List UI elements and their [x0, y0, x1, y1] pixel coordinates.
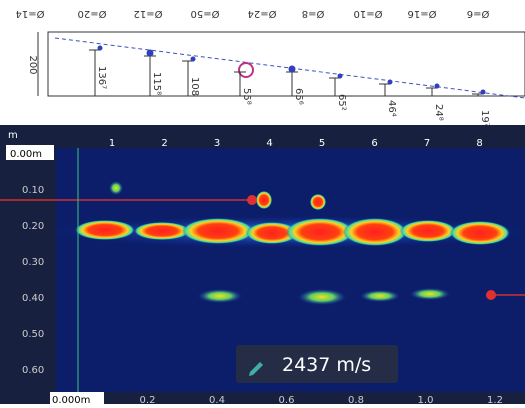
pointer-dot [486, 290, 496, 300]
velocity-box[interactable] [236, 345, 398, 383]
diameter-label: Ø=6 [467, 8, 490, 20]
depth-label: 65² [336, 94, 347, 111]
depth-label: 0.40 [22, 293, 44, 304]
distance-label: 0.2 [140, 395, 156, 404]
reflection [298, 289, 346, 305]
pointer-dot [247, 195, 257, 205]
dashed-line [54, 37, 525, 99]
distance-label: 0.6 [279, 395, 295, 404]
diameter-label: Ø=20 [78, 8, 107, 20]
marker-label: 6 [371, 138, 377, 149]
depth-label: 108 [189, 77, 200, 96]
depth-strip [0, 125, 56, 404]
depth-label: 136⁷ [96, 66, 107, 89]
marker-label: 3 [214, 138, 220, 149]
depth-label: 0.50 [22, 329, 44, 340]
rebar-diagram [47, 31, 525, 99]
diameter-label: Ø=12 [134, 8, 163, 20]
reflection [182, 218, 254, 244]
rebar-dot [480, 89, 486, 95]
depth-label: 0.60 [22, 365, 44, 376]
marker-label: 8 [476, 138, 482, 149]
depth-label: 0.30 [22, 257, 44, 268]
reflection [310, 194, 326, 210]
reflection [410, 288, 450, 300]
marker-label: 4 [266, 138, 272, 149]
edit-icon[interactable] [249, 362, 263, 376]
rebar-dot [288, 65, 296, 73]
distance-label: 0.8 [348, 395, 364, 404]
depth-label: 0.10 [22, 185, 44, 196]
diameter-label: Ø=16 [408, 8, 437, 20]
marker-label: 2 [161, 138, 167, 149]
rebar-dot [146, 49, 154, 57]
reflection [360, 290, 400, 302]
depth-label: 46⁴ [386, 100, 397, 117]
depth-label: 0.00m [10, 149, 42, 160]
slab-outline [47, 31, 525, 97]
rebar-dot [387, 79, 393, 85]
marker-label: 7 [424, 138, 430, 149]
reflection [400, 220, 456, 242]
reflections [50, 181, 525, 305]
reflection [75, 220, 135, 240]
depth-unit: m [8, 130, 18, 141]
marker-label: 5 [319, 138, 325, 149]
reflection [198, 289, 242, 303]
diameter-label: Ø=10 [354, 8, 383, 20]
rebar-dot [337, 73, 343, 79]
depth-label: 19⁷ [479, 110, 490, 127]
depth-label: 0.20 [22, 221, 44, 232]
velocity-value: 2437 m/s [282, 354, 371, 376]
height-label: 200 [27, 55, 38, 74]
depth-label: 55⁸ [241, 88, 252, 105]
marker-label: 1 [109, 138, 115, 149]
reflection [256, 191, 272, 209]
rebar-dot [190, 56, 196, 62]
marker-strip [0, 125, 525, 148]
distance-label: 1.0 [418, 395, 434, 404]
depth-label: 115⁸ [151, 72, 162, 95]
diameter-label: Ø=8 [302, 8, 325, 20]
distance-origin-box [50, 392, 104, 404]
reflection [286, 218, 354, 246]
reflection [134, 222, 190, 240]
depth-origin-box [6, 145, 54, 160]
depth-label: 24⁸ [433, 104, 444, 121]
reflection [450, 221, 510, 245]
distance-label: 1.2 [487, 395, 503, 404]
rebar-dot [97, 45, 103, 51]
distance-label: 0.000m [52, 395, 90, 404]
reflection [246, 222, 298, 244]
distance-strip [0, 392, 525, 404]
diameter-label: Ø=50 [191, 8, 220, 20]
diameter-label: Ø=14 [16, 8, 45, 20]
depth-label: 65⁶ [293, 88, 304, 105]
rebar-dot [434, 83, 440, 89]
reflection [109, 181, 123, 195]
diameter-label: Ø=24 [248, 8, 277, 20]
distance-label: 0.4 [209, 395, 225, 404]
reflection [343, 218, 407, 246]
highlight-ring [238, 62, 254, 78]
